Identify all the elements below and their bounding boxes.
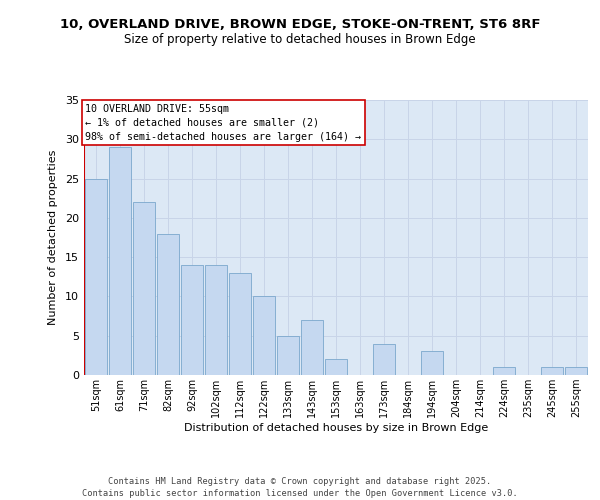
Text: 10, OVERLAND DRIVE, BROWN EDGE, STOKE-ON-TRENT, ST6 8RF: 10, OVERLAND DRIVE, BROWN EDGE, STOKE-ON… [60, 18, 540, 30]
Bar [133, 202, 155, 375]
Bar [85, 178, 107, 375]
Bar [157, 234, 179, 375]
Bar [565, 367, 587, 375]
Bar [325, 360, 347, 375]
Bar [301, 320, 323, 375]
Y-axis label: Number of detached properties: Number of detached properties [48, 150, 58, 325]
Bar [541, 367, 563, 375]
Bar [205, 265, 227, 375]
Bar [277, 336, 299, 375]
Text: Contains HM Land Registry data © Crown copyright and database right 2025.
Contai: Contains HM Land Registry data © Crown c… [82, 476, 518, 498]
Bar [229, 273, 251, 375]
Bar [109, 147, 131, 375]
Text: 10 OVERLAND DRIVE: 55sqm
← 1% of detached houses are smaller (2)
98% of semi-det: 10 OVERLAND DRIVE: 55sqm ← 1% of detache… [85, 104, 361, 142]
X-axis label: Distribution of detached houses by size in Brown Edge: Distribution of detached houses by size … [184, 423, 488, 433]
Bar [253, 296, 275, 375]
Bar [493, 367, 515, 375]
Text: Size of property relative to detached houses in Brown Edge: Size of property relative to detached ho… [124, 32, 476, 46]
Bar [421, 352, 443, 375]
Bar [181, 265, 203, 375]
Bar [373, 344, 395, 375]
